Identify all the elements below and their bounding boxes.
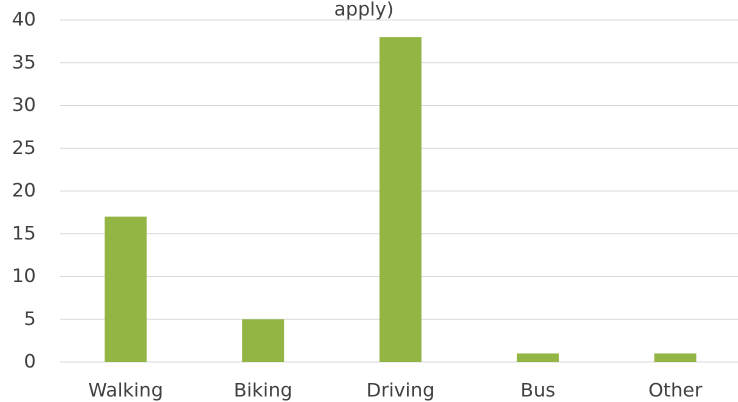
bar — [516, 353, 559, 362]
x-tick-label: Other — [648, 380, 702, 402]
y-tick-label: 15 — [12, 222, 36, 244]
y-tick-label: 5 — [24, 308, 36, 330]
bar — [654, 353, 697, 362]
y-tick-label: 10 — [12, 265, 36, 287]
x-tick-label: Biking — [234, 380, 293, 402]
y-tick-label: 30 — [12, 94, 36, 116]
y-tick-label: 40 — [12, 9, 36, 31]
y-tick-label: 25 — [12, 137, 36, 159]
x-tick-label: Bus — [520, 380, 555, 402]
x-tick-label: Walking — [88, 380, 163, 402]
y-tick-label: 35 — [12, 51, 36, 73]
bar — [379, 37, 422, 362]
y-tick-label: 0 — [24, 351, 36, 373]
chart-title: apply) — [334, 0, 394, 21]
bar — [104, 216, 147, 362]
y-tick-label: 20 — [12, 180, 36, 202]
x-tick-label: Driving — [366, 380, 434, 402]
bar — [242, 319, 285, 362]
